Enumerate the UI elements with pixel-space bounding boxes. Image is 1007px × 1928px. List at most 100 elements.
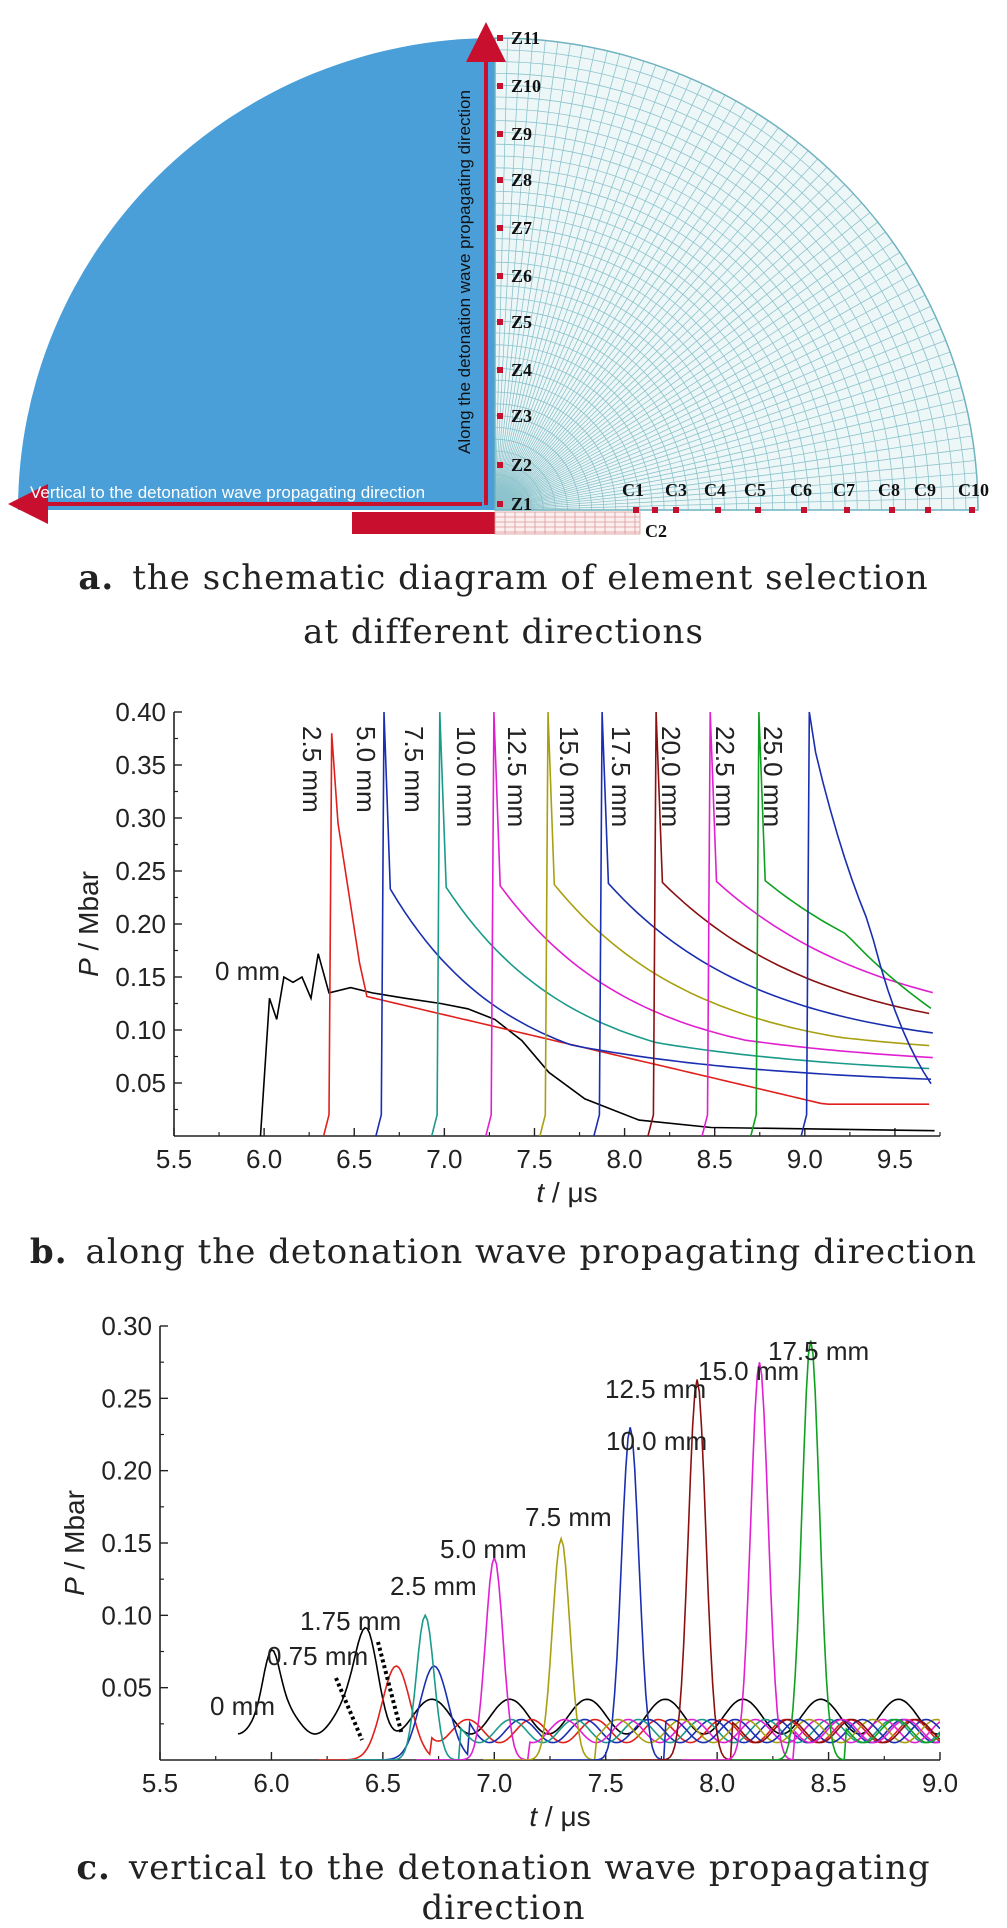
z-marker-z2: Z2 [497, 455, 532, 475]
c-marker-c4: C4 [704, 480, 726, 513]
x-tick-label: 9.5 [877, 1144, 913, 1174]
z-label: Z10 [511, 76, 541, 96]
series-label: 5.0 mm [440, 1534, 527, 1564]
series-line-25-0-mm [800, 711, 932, 1136]
c-label: C3 [665, 480, 687, 500]
y-tick-label: 0.05 [101, 1673, 152, 1703]
pointer-175 [376, 1641, 404, 1736]
c-marker-c6: C6 [790, 480, 812, 513]
series-label: 2.5 mm [297, 726, 327, 813]
z-marker-z5: Z5 [497, 312, 532, 332]
x-tick-label: 6.5 [365, 1768, 401, 1798]
c-label: C1 [622, 480, 644, 500]
z-label: Z2 [511, 455, 532, 475]
series-label: 20.0 mm [656, 726, 686, 827]
y-tick-label: 0.10 [115, 1015, 166, 1045]
c-marker-c5: C5 [744, 480, 766, 513]
c-marker-c8: C8 [878, 480, 900, 513]
series-label: 10.0 mm [451, 726, 481, 827]
c-label: C2 [645, 521, 667, 541]
c-label: C4 [704, 480, 726, 500]
x-tick-label: 7.0 [476, 1768, 512, 1798]
x-tick-label: 8.0 [699, 1768, 735, 1798]
x-tick-label: 8.0 [607, 1144, 643, 1174]
x-tick-label: 7.0 [426, 1144, 462, 1174]
z-label: Z3 [511, 406, 532, 426]
c-label: C6 [790, 480, 812, 500]
y-axis-label: P / Mbar [73, 871, 104, 977]
x-tick-label: 9.0 [787, 1144, 823, 1174]
c-label: C7 [833, 480, 855, 500]
x-tick-label: 7.5 [516, 1144, 552, 1174]
axes: 5.5 6.0 6.5 7.0 7.5 8.0 8.5 9.0 9.5 0.05 0.10 0.15 0… [115, 697, 941, 1174]
z-marker-z9: Z9 [497, 124, 532, 144]
series-label: 12.5 mm [605, 1374, 706, 1404]
x-tick-label: 8.5 [697, 1144, 733, 1174]
caption-b: b. along the detonation wave propagating … [29, 1232, 978, 1272]
chart-vertical-direction: 5.5 6.0 6.5 7.0 7.5 8.0 8.5 9.0 0.05 0.10 0.15 0.20… [59, 1311, 958, 1832]
series-line-15-0-mm [593, 711, 933, 1136]
z-marker-z8: Z8 [497, 170, 532, 190]
y-axis-label: P / Mbar [59, 1490, 90, 1596]
series-label: 17.5 mm [768, 1336, 869, 1366]
x-axis-label: t / μs [529, 1801, 590, 1832]
x-tick-label: 5.5 [142, 1768, 178, 1798]
element-selection-diagram: Along the detonation wave propagating di… [8, 22, 989, 541]
z-marker-z10: Z10 [497, 76, 541, 96]
c-marker-c1: C1 [622, 480, 644, 513]
c-label: C10 [958, 480, 989, 500]
series-line-15-0-mm [681, 1362, 940, 1760]
c-marker-c3: C3 [665, 480, 687, 513]
series-line-17-5-mm [647, 711, 930, 1136]
c-label: C9 [914, 480, 936, 500]
z-label: Z4 [511, 360, 532, 380]
z-label: Z5 [511, 312, 532, 332]
c-marker-c10: C10 [958, 480, 989, 513]
z-marker-z3: Z3 [497, 406, 532, 426]
z-markers: Z1 Z2 Z3 Z4 Z5 Z6 Z7 Z8 Z9 Z10 Z11 [497, 28, 541, 514]
z-label: Z11 [511, 28, 540, 48]
y-tick-label: 0.20 [115, 909, 166, 939]
axes: 5.5 6.0 6.5 7.0 7.5 8.0 8.5 9.0 0.05 0.10 0.15 0.20… [101, 1311, 958, 1798]
c-marker-c7: C7 [833, 480, 855, 513]
series-line-2-5-mm [322, 733, 930, 1136]
series-label: 7.5 mm [525, 1502, 612, 1532]
arrow-vertical-label: Along the detonation wave propagating di… [455, 90, 474, 454]
series-line-20-0-mm [701, 711, 934, 1136]
x-tick-label: 6.5 [336, 1144, 372, 1174]
caption-a-line2: at different directions [303, 612, 704, 652]
series-line-12-5-mm [539, 711, 930, 1136]
z-marker-z7: Z7 [497, 218, 532, 238]
x-axis-label: t / μs [536, 1177, 597, 1208]
series-label: 12.5 mm [502, 726, 532, 827]
series-label: 17.5 mm [606, 726, 636, 827]
series-label: 5.0 mm [351, 726, 381, 813]
y-tick-label: 0.25 [101, 1383, 152, 1413]
x-tick-label: 9.0 [922, 1768, 958, 1798]
arrow-horizontal-label: Vertical to the detonation wave propagat… [30, 483, 425, 502]
caption-a: a. the schematic diagram of element selec… [78, 558, 929, 598]
series-label: 0 mm [210, 1691, 275, 1721]
caption-c: c. vertical to the detonation wave propag… [76, 1848, 931, 1928]
series-line-0-mm [237, 1626, 940, 1735]
x-tick-label: 6.0 [253, 1768, 289, 1798]
series-label: 0.75 mm [267, 1641, 368, 1671]
series-line-5-0-mm [375, 711, 932, 1136]
c-label: C8 [878, 480, 900, 500]
y-tick-label: 0.15 [101, 1528, 152, 1558]
series-label: 7.5 mm [399, 726, 429, 813]
y-tick-label: 0.05 [115, 1068, 166, 1098]
y-tick-label: 0.15 [115, 962, 166, 992]
y-tick-label: 0.10 [101, 1600, 152, 1630]
series-label: 25.0 mm [758, 726, 788, 827]
series-label: 22.5 mm [710, 726, 740, 827]
y-tick-label: 0.40 [115, 697, 166, 727]
series-line-7-5-mm [483, 1536, 940, 1760]
c-markers: C1 C2 C3 C4 C5 C6 C7 C8 C9 C10 [622, 480, 989, 541]
series-line-22-5-mm [750, 711, 932, 1136]
series-label: 2.5 mm [390, 1571, 477, 1601]
series-label: 1.75 mm [300, 1606, 401, 1636]
z-marker-z11: Z11 [497, 28, 540, 48]
x-tick-label: 5.5 [156, 1144, 192, 1174]
